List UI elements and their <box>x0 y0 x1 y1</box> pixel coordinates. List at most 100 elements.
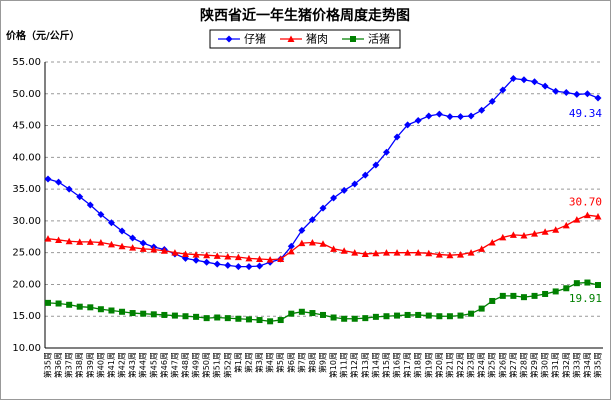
marker <box>182 250 189 257</box>
marker <box>372 249 380 257</box>
marker <box>531 292 538 299</box>
marker <box>308 238 316 246</box>
marker <box>76 238 84 245</box>
marker <box>150 245 158 253</box>
marker <box>509 75 517 83</box>
x-tick-label: 第2周 <box>243 352 253 373</box>
marker <box>65 237 73 245</box>
marker <box>192 251 200 258</box>
x-tick-label: 第10周 <box>328 352 338 378</box>
marker <box>340 186 348 194</box>
marker <box>118 242 126 250</box>
x-tick-label: 第43周 <box>127 352 137 378</box>
marker <box>404 249 412 256</box>
marker <box>394 312 401 319</box>
x-tick-label: 第46周 <box>159 352 169 378</box>
x-tick-label: 第42周 <box>117 352 127 378</box>
legend-box <box>209 29 401 49</box>
marker <box>97 238 105 246</box>
x-tick-label: 第12周 <box>349 352 359 378</box>
marker <box>542 290 549 297</box>
marker <box>118 227 126 235</box>
marker <box>330 314 337 321</box>
x-tick-label: 第38周 <box>74 352 84 378</box>
marker <box>478 106 486 114</box>
marker <box>531 78 539 86</box>
x-tick-label: 第5周 <box>275 352 285 373</box>
marker <box>468 310 475 317</box>
marker <box>467 249 475 256</box>
marker <box>489 297 496 304</box>
x-tick-label: 第16周 <box>392 352 402 378</box>
x-tick-label: 第26周 <box>497 352 507 378</box>
data-label: 19.91 <box>569 292 602 305</box>
marker <box>66 301 73 308</box>
marker <box>319 240 327 247</box>
y-tick-label: 40.00 <box>12 152 41 163</box>
y-tick-label: 25.00 <box>12 248 41 259</box>
marker <box>97 211 105 219</box>
x-tick-label: 第18周 <box>413 352 423 378</box>
x-tick-label: 第1周 <box>233 352 243 373</box>
x-tick-label: 第51周 <box>212 352 222 378</box>
marker <box>97 306 104 313</box>
marker <box>107 240 115 248</box>
marker <box>129 244 137 251</box>
x-tick-label: 第19周 <box>423 352 433 378</box>
marker <box>562 89 570 97</box>
x-tick-label: 第35周 <box>593 352 603 378</box>
marker <box>213 260 221 268</box>
marker <box>478 245 486 252</box>
marker <box>266 256 274 263</box>
marker <box>330 245 338 252</box>
marker <box>435 110 443 118</box>
x-tick-label: 第40周 <box>95 352 105 378</box>
marker <box>234 263 242 271</box>
marker <box>404 311 411 318</box>
x-tick-label: 第8周 <box>307 352 317 373</box>
marker <box>129 234 137 242</box>
y-tick-label: 20.00 <box>12 279 41 290</box>
marker <box>267 318 274 325</box>
marker <box>76 303 83 310</box>
x-tick-label: 第23周 <box>466 352 476 378</box>
y-tick-label: 10.00 <box>12 343 41 354</box>
marker <box>129 310 136 317</box>
marker <box>488 97 496 105</box>
marker <box>55 300 62 307</box>
marker <box>457 251 464 258</box>
marker <box>224 252 232 260</box>
marker <box>382 249 390 256</box>
marker <box>340 247 348 254</box>
marker <box>520 232 528 239</box>
marker <box>446 313 453 320</box>
marker <box>65 185 73 193</box>
marker <box>319 204 327 212</box>
marker <box>45 299 51 306</box>
marker <box>361 171 369 179</box>
x-tick-label: 第22周 <box>455 352 465 378</box>
marker <box>446 113 454 121</box>
marker <box>393 249 401 256</box>
marker <box>435 251 443 258</box>
y-tick-label: 35.00 <box>12 184 41 195</box>
x-tick-label: 第13周 <box>360 352 370 378</box>
marker <box>182 313 189 320</box>
marker <box>563 285 570 292</box>
marker <box>288 310 295 317</box>
y-axis-label: 价格（元/公斤） <box>6 29 80 42</box>
marker <box>361 250 369 257</box>
x-tick-label: 第50周 <box>201 352 211 378</box>
x-tick-label: 第30周 <box>540 352 550 378</box>
marker <box>214 314 221 321</box>
marker <box>594 94 602 102</box>
x-tick-label: 第15周 <box>381 352 391 378</box>
marker <box>108 307 115 314</box>
marker <box>415 311 422 318</box>
marker <box>277 255 285 263</box>
marker <box>478 305 485 312</box>
marker <box>203 315 210 322</box>
x-tick-label: 第7周 <box>296 352 306 373</box>
x-tick-label: 第3周 <box>254 352 264 373</box>
